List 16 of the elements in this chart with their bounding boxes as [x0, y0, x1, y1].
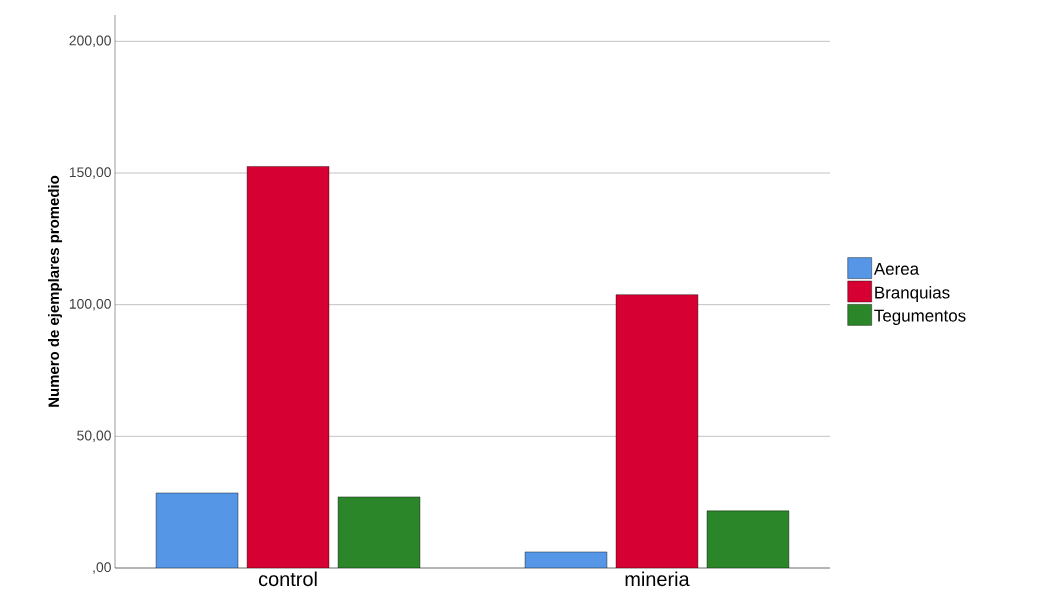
y-tick-label: 150,00 [69, 167, 111, 179]
x-tick-label: mineria [625, 571, 690, 587]
y-axis-title: Numero de ejemplares promedio [48, 175, 62, 407]
legend-label: Branquias [875, 286, 950, 302]
y-tick-label: 200,00 [69, 35, 111, 48]
y-tick-label: 100,00 [69, 298, 111, 311]
legend-label: Aerea [873, 263, 920, 275]
x-tick-label: control [258, 571, 317, 587]
bar [338, 496, 420, 568]
y-tick-label: ,00 [93, 562, 111, 574]
legend-label: Tegumentos [874, 309, 966, 325]
y-tick-label: 50,00 [77, 430, 111, 443]
bar [247, 166, 329, 568]
bar [156, 492, 238, 568]
bar [706, 510, 790, 568]
bar [615, 294, 699, 568]
